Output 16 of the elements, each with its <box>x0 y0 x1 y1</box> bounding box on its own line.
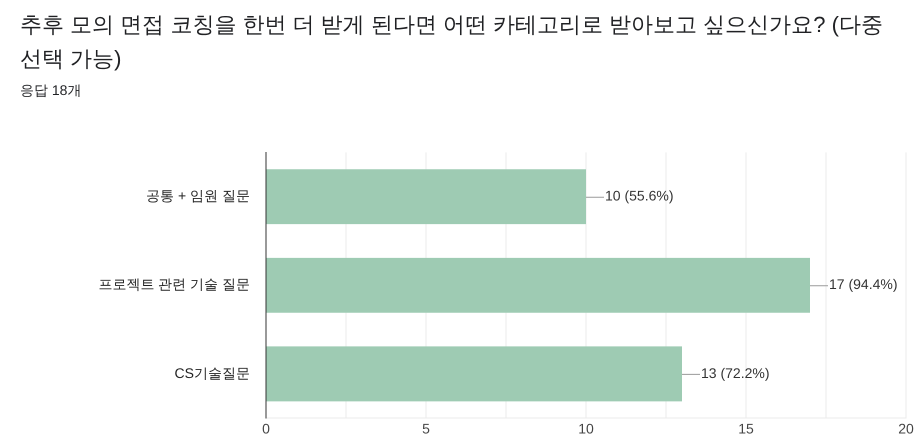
y-tick-label: 공통 + 임원 질문 <box>146 188 250 204</box>
y-tick-label: CS기술질문 <box>174 364 250 381</box>
x-tick-label: 15 <box>738 420 754 436</box>
text: 응답 18개 <box>20 82 82 100</box>
y-tick-label: 프로젝트 관련 기술 질문 <box>98 276 250 292</box>
x-tick-label: 20 <box>898 420 914 436</box>
x-tick-label: 10 <box>578 420 594 436</box>
chart-title: 추후 모의 면접 코칭을 한번 더 받게 된다면 어떤 카테고리로 받아보고 싶으신가요? (다중 선택 가능) <box>20 11 884 73</box>
bar <box>266 169 586 224</box>
x-tick-label: 0 <box>262 420 270 436</box>
x-tick-label: 5 <box>422 420 430 436</box>
bar <box>266 258 810 313</box>
bar <box>266 346 682 402</box>
data-label: 13 (72.2%) <box>701 364 770 381</box>
data-label: 17 (94.4%) <box>829 276 898 292</box>
data-label: 10 (55.6%) <box>605 188 674 204</box>
